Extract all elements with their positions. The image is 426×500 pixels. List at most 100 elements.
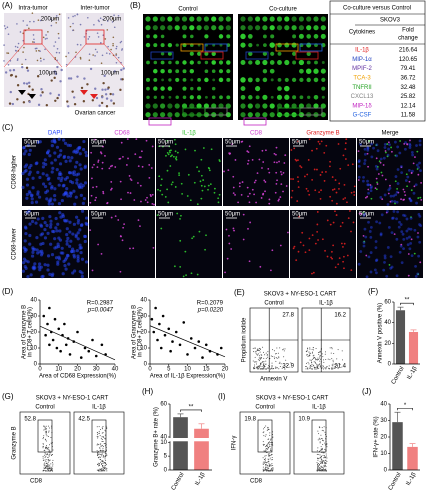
stain-dot	[187, 173, 190, 176]
array-spot	[262, 103, 268, 109]
array-spot	[175, 95, 179, 100]
event	[321, 447, 323, 449]
stain-dot	[335, 191, 338, 194]
event	[267, 453, 269, 455]
event	[314, 361, 316, 363]
event	[265, 466, 267, 468]
event	[256, 354, 258, 356]
array-spot	[189, 60, 194, 65]
event	[106, 464, 108, 466]
stain-dot	[404, 179, 408, 182]
stain-dot	[357, 262, 361, 266]
stain-dot	[410, 216, 412, 219]
cell	[79, 58, 82, 60]
stain-dot	[414, 156, 416, 158]
stain-dot	[205, 234, 207, 237]
stain-dot	[382, 268, 386, 272]
micrograph	[156, 210, 222, 278]
stain-dot	[315, 147, 318, 150]
stain-dot	[408, 143, 412, 147]
array-spot	[305, 68, 312, 74]
stain-dot	[140, 150, 143, 153]
event	[257, 367, 259, 369]
stain-dot	[419, 196, 422, 199]
event	[307, 361, 309, 363]
stain-dot	[41, 241, 45, 246]
stain-dot	[418, 240, 422, 244]
stain-dot	[386, 210, 389, 213]
x-tick-label: 10	[55, 367, 62, 373]
event	[104, 462, 106, 464]
event	[258, 347, 260, 349]
stain-dot	[370, 185, 373, 189]
stain-dot	[218, 193, 221, 196]
event	[101, 466, 103, 468]
event	[45, 427, 47, 429]
event	[281, 367, 283, 369]
stain-dot	[117, 219, 120, 221]
array-spot	[277, 51, 282, 56]
array-spot	[313, 34, 319, 39]
stain-label: Granzyme B	[306, 131, 339, 137]
array-spot	[225, 25, 231, 31]
stain-dot	[45, 197, 49, 201]
stain-dot	[316, 223, 319, 226]
y-axis-label: IFN-γ+ rate (%)	[374, 416, 380, 457]
cell	[22, 51, 24, 53]
stain-dot	[24, 163, 29, 167]
stain-dot	[102, 192, 105, 195]
stain-dot	[412, 162, 415, 165]
x-tick-label: 20	[74, 367, 81, 373]
array-spot	[240, 25, 246, 31]
event	[96, 426, 98, 428]
stain-dot	[409, 216, 413, 220]
stain-dot	[78, 228, 82, 232]
event	[268, 453, 270, 455]
stain-dot	[59, 215, 63, 219]
stain-dot	[114, 166, 117, 168]
stain-dot	[73, 149, 77, 153]
stain-dot	[297, 250, 300, 253]
event	[269, 464, 271, 466]
array-spot	[153, 34, 158, 39]
event	[319, 468, 321, 470]
cell	[117, 14, 120, 17]
stain-dot	[374, 187, 377, 190]
stain-dot	[362, 241, 366, 244]
array-spot	[182, 34, 187, 39]
event	[332, 359, 334, 361]
cell	[113, 26, 116, 29]
event	[263, 368, 265, 370]
stain-dot	[308, 193, 311, 196]
event	[320, 446, 322, 448]
event	[257, 368, 259, 370]
cell	[120, 68, 123, 72]
event	[275, 352, 277, 354]
event	[264, 457, 266, 459]
stain-dot	[357, 164, 361, 168]
event	[316, 450, 318, 452]
event	[272, 470, 274, 472]
sig-bracket	[397, 407, 413, 411]
stain-dot	[161, 193, 164, 196]
stain-dot	[394, 193, 398, 197]
gate-value: 21.4	[334, 364, 346, 370]
stain-dot	[226, 257, 229, 260]
stain-dot	[178, 172, 180, 175]
x-tick-label: 5	[167, 367, 171, 373]
stain-dot	[366, 148, 370, 152]
event	[42, 445, 44, 447]
event	[282, 349, 284, 351]
event	[283, 356, 285, 358]
stain-dot	[35, 248, 39, 252]
data-point	[44, 333, 47, 337]
array-spot	[263, 43, 267, 47]
stain-dot	[57, 183, 61, 187]
event	[253, 366, 255, 368]
stain-dot	[331, 199, 334, 202]
event	[275, 367, 277, 369]
event	[307, 348, 309, 350]
event	[263, 444, 265, 446]
bar	[194, 428, 209, 470]
array-spot	[240, 33, 246, 40]
